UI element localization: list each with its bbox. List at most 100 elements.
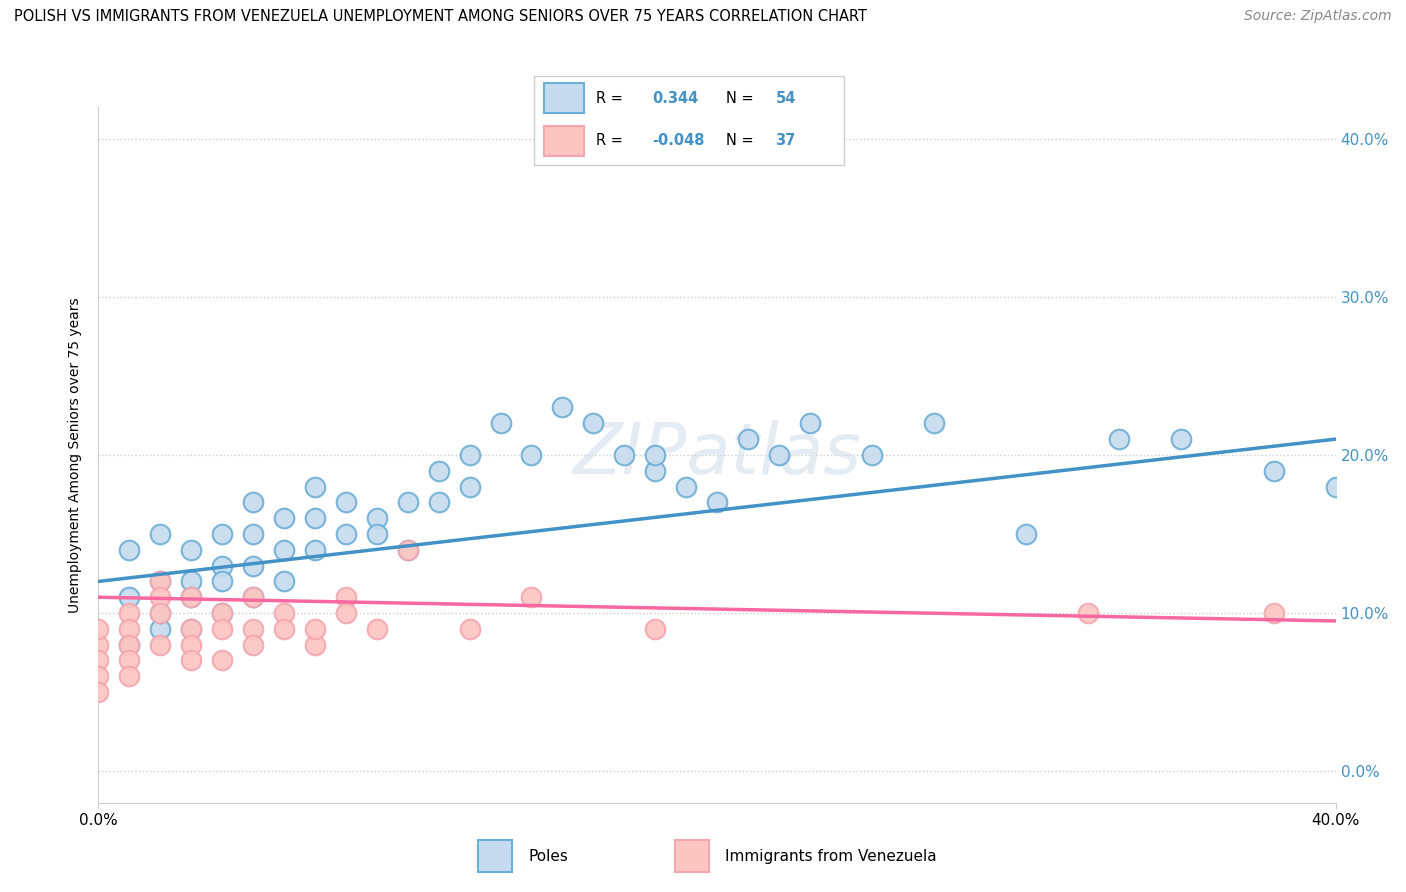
Point (613, 448, 636, 462)
Point (551, 401, 574, 415)
Point (118, 606, 141, 620)
Point (211, 653, 233, 667)
Point (644, 448, 666, 462)
Y-axis label: Unemployment Among Seniors over 75 years: Unemployment Among Seniors over 75 years (69, 297, 83, 613)
Point (242, 527, 264, 541)
Point (211, 606, 233, 620)
Text: R =: R = (596, 91, 623, 105)
Text: 37: 37 (776, 134, 796, 148)
Point (335, 527, 357, 541)
Text: Poles: Poles (529, 849, 568, 863)
Point (149, 622, 172, 636)
Point (1263, 464, 1285, 478)
Point (180, 591, 202, 605)
Point (87, 622, 110, 636)
Point (304, 479, 326, 493)
Point (273, 574, 295, 589)
Point (211, 574, 233, 589)
Point (860, 448, 883, 462)
Text: N =: N = (725, 134, 754, 148)
Point (304, 542, 326, 557)
Point (582, 417, 605, 431)
Point (458, 479, 481, 493)
Point (149, 606, 172, 620)
Text: -0.048: -0.048 (652, 134, 704, 148)
Point (1108, 432, 1130, 446)
Point (211, 622, 233, 636)
Point (242, 558, 264, 573)
Point (211, 527, 233, 541)
Point (304, 511, 326, 525)
Point (87, 638, 110, 652)
Point (180, 591, 202, 605)
Text: R =: R = (596, 134, 623, 148)
Point (149, 606, 172, 620)
Point (118, 638, 141, 652)
Point (180, 542, 202, 557)
Point (118, 669, 141, 683)
Point (458, 448, 481, 462)
Text: ZIPatlas: ZIPatlas (572, 420, 862, 490)
Point (180, 638, 202, 652)
Point (922, 417, 945, 431)
Point (118, 653, 141, 667)
Point (396, 542, 419, 557)
Point (273, 511, 295, 525)
Point (427, 495, 450, 509)
Point (304, 638, 326, 652)
Point (242, 591, 264, 605)
Point (1170, 432, 1192, 446)
Point (644, 464, 666, 478)
Point (1324, 479, 1347, 493)
Text: POLISH VS IMMIGRANTS FROM VENEZUELA UNEMPLOYMENT AMONG SENIORS OVER 75 YEARS COR: POLISH VS IMMIGRANTS FROM VENEZUELA UNEM… (14, 9, 868, 24)
Point (149, 574, 172, 589)
Point (149, 591, 172, 605)
Point (520, 591, 543, 605)
Point (427, 464, 450, 478)
Point (211, 606, 233, 620)
Point (87, 669, 110, 683)
Point (180, 574, 202, 589)
Point (242, 638, 264, 652)
Point (87, 653, 110, 667)
Bar (544, 83, 583, 113)
Point (118, 542, 141, 557)
Point (149, 527, 172, 541)
Point (396, 542, 419, 557)
Point (644, 622, 666, 636)
Point (304, 622, 326, 636)
Point (1077, 606, 1099, 620)
Point (149, 638, 172, 652)
Text: 0.344: 0.344 (652, 91, 697, 105)
Bar (675, 840, 709, 872)
Bar (478, 840, 512, 872)
Point (242, 622, 264, 636)
Point (118, 638, 141, 652)
Point (1263, 606, 1285, 620)
FancyBboxPatch shape (534, 76, 844, 165)
Point (366, 527, 388, 541)
Point (242, 495, 264, 509)
Point (180, 622, 202, 636)
Point (768, 448, 790, 462)
Point (211, 558, 233, 573)
Point (242, 591, 264, 605)
Point (1015, 527, 1038, 541)
Point (675, 479, 697, 493)
Point (396, 495, 419, 509)
Point (273, 606, 295, 620)
Point (737, 432, 759, 446)
Text: Source: ZipAtlas.com: Source: ZipAtlas.com (1244, 9, 1392, 23)
Point (87, 685, 110, 699)
Bar (544, 126, 583, 156)
Point (520, 448, 543, 462)
Point (335, 495, 357, 509)
Point (149, 574, 172, 589)
Point (273, 622, 295, 636)
Point (335, 606, 357, 620)
Text: N =: N = (725, 91, 754, 105)
Point (799, 417, 821, 431)
Point (458, 622, 481, 636)
Point (489, 417, 512, 431)
Point (335, 591, 357, 605)
